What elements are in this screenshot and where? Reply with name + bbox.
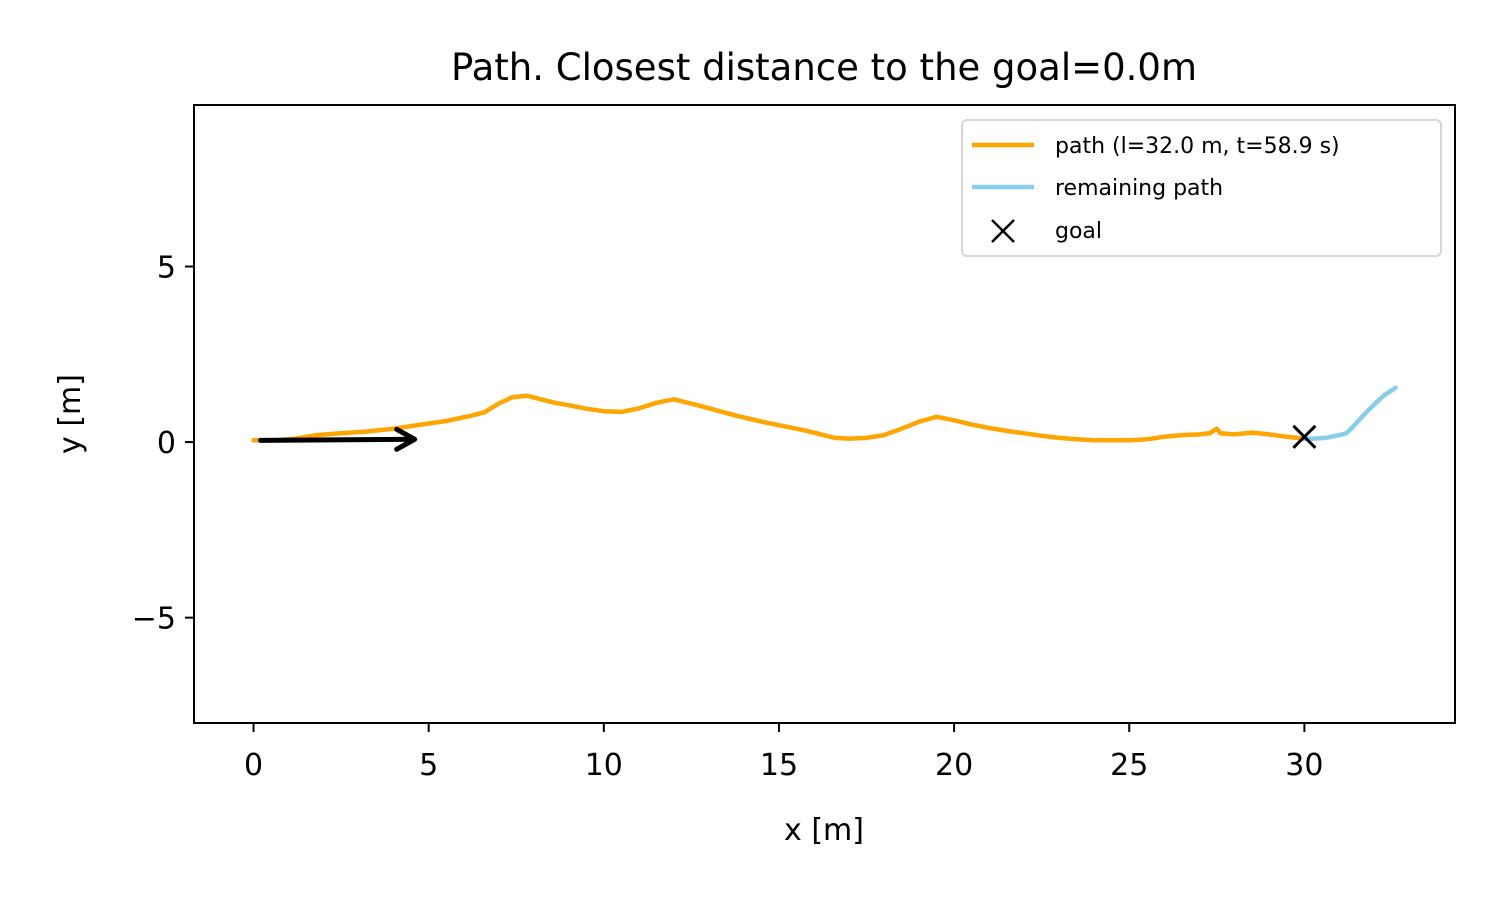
x-axis-ticks: 0 5 10 15 20 25 30 [244, 723, 1323, 783]
y-tick-label: −5 [132, 602, 176, 637]
legend-label-path: path (l=32.0 m, t=58.9 s) [1055, 134, 1340, 159]
x-tick-label: 15 [760, 748, 798, 783]
legend-box [961, 119, 1442, 257]
legend: path (l=32.0 m, t=58.9 s) remaining path… [961, 119, 1442, 257]
heading-arrow [258, 426, 418, 452]
y-axis-ticks: −5 0 5 [132, 251, 194, 637]
legend-goal-marker [991, 219, 1015, 243]
legend-label-goal: goal [1055, 219, 1102, 244]
legend-label-remaining-path: remaining path [1055, 176, 1223, 201]
x-tick-label: 25 [1110, 748, 1148, 783]
y-tick-label: 5 [157, 251, 176, 286]
x-tick-label: 30 [1285, 748, 1323, 783]
series-line-remaining-path [1302, 385, 1398, 441]
y-tick-label: 0 [157, 426, 176, 461]
x-tick-label: 5 [419, 748, 438, 783]
y-axis-title: y [m] [53, 374, 88, 454]
chart-title: Path. Closest distance to the goal=0.0m [451, 46, 1197, 89]
x-tick-label: 20 [935, 748, 973, 783]
x-axis-title: x [m] [784, 813, 864, 848]
goal-marker [1292, 424, 1317, 449]
x-tick-label: 10 [585, 748, 623, 783]
x-tick-label: 0 [244, 748, 263, 783]
series-line-path [251, 393, 1307, 443]
series-layer [251, 385, 1398, 452]
